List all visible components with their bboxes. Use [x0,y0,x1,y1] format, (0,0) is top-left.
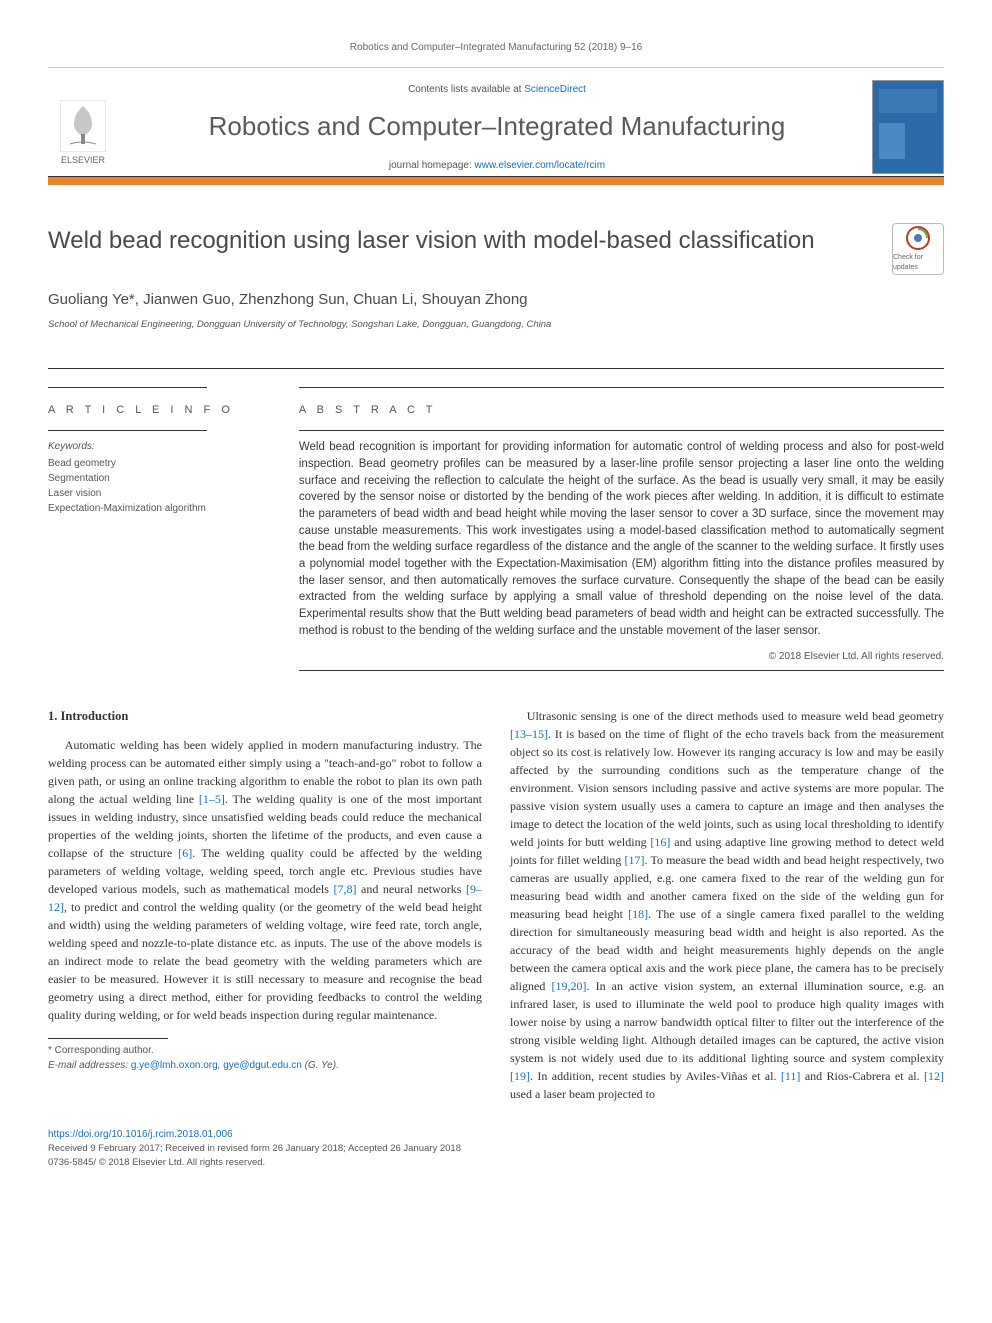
received-line: Received 9 February 2017; Received in re… [48,1142,944,1155]
corresponding-author: * Corresponding author. [48,1043,482,1058]
citation-link[interactable]: [12] [924,1069,944,1083]
text-run: . It is based on the time of flight of t… [510,727,944,849]
updates-badge-label: Check for updates [893,253,943,274]
text-run: Ultrasonic sensing is one of the direct … [527,709,944,723]
header-center: Contents lists available at ScienceDirec… [134,82,860,173]
citation-link[interactable]: [1–5] [199,792,225,806]
issn-line: 0736-5845/ © 2018 Elsevier Ltd. All righ… [48,1156,944,1169]
citation-link[interactable]: [17] [625,853,645,867]
updates-icon [905,225,931,251]
text-run: . In addition, recent studies by Aviles-… [530,1069,781,1083]
citation-link[interactable]: [19,20] [551,979,586,993]
left-paragraph-1: Automatic welding has been widely applie… [48,736,482,1024]
homepage-link[interactable]: www.elsevier.com/locate/rcim [475,160,606,171]
text-run: and Rios-Cabrera et al. [800,1069,924,1083]
article-title: Weld bead recognition using laser vision… [48,223,872,259]
info-top-rule [48,387,207,388]
homepage-label: journal homepage: [389,160,475,171]
journal-header: ELSEVIER Contents lists available at Sci… [48,67,944,177]
citation-link[interactable]: [19] [510,1069,530,1083]
abstract-top-rule [299,387,944,388]
citation-link[interactable]: [7,8] [333,882,356,896]
keyword-item: Laser vision [48,486,275,501]
left-column: 1. Introduction Automatic welding has be… [48,707,482,1103]
text-run: , to predict and control the welding qua… [48,900,482,1022]
footer-block: https://doi.org/10.1016/j.rcim.2018.01.0… [48,1127,944,1169]
abstract-bottom-rule [299,670,944,671]
citation-link[interactable]: [16] [650,835,670,849]
elsevier-tree-icon [60,100,106,152]
citation-link[interactable]: [13–15] [510,727,548,741]
homepage-line: journal homepage: www.elsevier.com/locat… [134,158,860,173]
right-paragraph-1: Ultrasonic sensing is one of the direct … [510,707,944,1103]
citation-link[interactable]: [11] [781,1069,801,1083]
contents-text: Contents lists available at [408,84,524,95]
article-info-column: A R T I C L E I N F O Keywords: Bead geo… [48,369,299,672]
keywords-label: Keywords: [48,439,275,454]
journal-cover-thumbnail [872,80,944,174]
email-link-1[interactable]: g.ye@lmh.oxon.org [131,1060,218,1071]
keyword-item: Bead geometry [48,456,275,471]
contents-available-line: Contents lists available at ScienceDirec… [134,82,860,97]
email-line: E-mail addresses: g.ye@lmh.oxon.org, gye… [48,1058,482,1073]
publisher-name: ELSEVIER [61,154,105,168]
email-suffix: (G. Ye). [302,1060,339,1071]
title-section: Weld bead recognition using laser vision… [48,223,944,275]
journal-reference: Robotics and Computer–Integrated Manufac… [48,40,944,55]
journal-name: Robotics and Computer–Integrated Manufac… [134,107,860,146]
email-label: E-mail addresses: [48,1060,131,1071]
keyword-item: Segmentation [48,471,275,486]
body-columns: 1. Introduction Automatic welding has be… [48,707,944,1103]
copyright-line: © 2018 Elsevier Ltd. All rights reserved… [299,649,944,664]
page-container: Robotics and Computer–Integrated Manufac… [0,0,992,1209]
text-run: used a laser beam projected to [510,1087,655,1101]
abstract-heading: A B S T R A C T [299,402,944,419]
publisher-logo: ELSEVIER [48,87,118,167]
keyword-item: Expectation-Maximization algorithm [48,501,275,516]
text-run: and neural networks [356,882,466,896]
citation-link[interactable]: [18] [628,907,648,921]
footnote-rule [48,1038,168,1039]
email-link-2[interactable]: gye@dgut.edu.cn [223,1060,302,1071]
authors-line: Guoliang Ye*, Jianwen Guo, Zhenzhong Sun… [48,289,944,312]
doi-link[interactable]: https://doi.org/10.1016/j.rcim.2018.01.0… [48,1129,233,1140]
section-1-heading: 1. Introduction [48,707,482,726]
abstract-column: A B S T R A C T Weld bead recognition is… [299,369,944,672]
citation-link[interactable]: [6] [178,846,192,860]
info-abstract-row: A R T I C L E I N F O Keywords: Bead geo… [48,368,944,672]
right-column: Ultrasonic sensing is one of the direct … [510,707,944,1103]
check-updates-badge[interactable]: Check for updates [892,223,944,275]
doi-line: https://doi.org/10.1016/j.rcim.2018.01.0… [48,1127,944,1142]
affiliation: School of Mechanical Engineering, Donggu… [48,318,944,332]
info-mid-rule [48,430,207,431]
article-info-heading: A R T I C L E I N F O [48,402,275,419]
abstract-mid-rule [299,430,944,431]
abstract-text: Weld bead recognition is important for p… [299,439,944,639]
sciencedirect-link[interactable]: ScienceDirect [524,84,586,95]
orange-divider-bar [48,177,944,185]
